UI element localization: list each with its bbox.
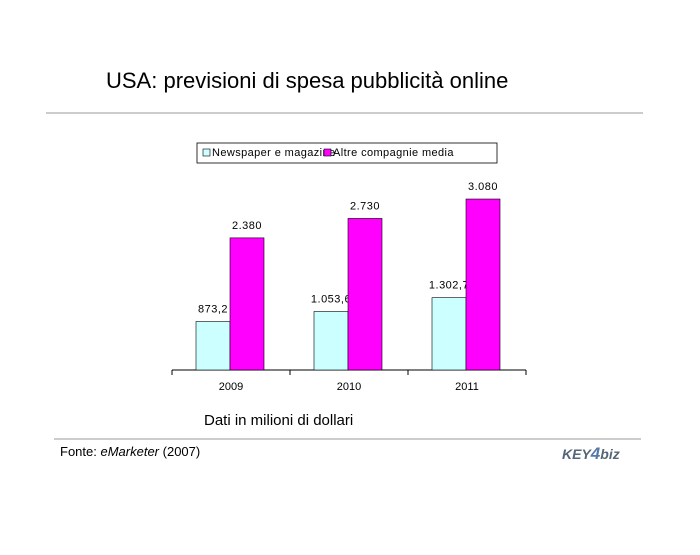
value-label: 3.080 [468,181,498,193]
bar [465,198,501,371]
bar [313,311,349,371]
source-year: (2007) [163,444,201,459]
bar [195,321,231,371]
legend-box [196,142,498,164]
bar [229,237,265,371]
value-label: 1.053,6 [311,293,351,305]
value-label: 873,2 [198,303,228,315]
logo-left: KEY [562,446,592,462]
slide-title: USA: previsioni di spesa pubblicità onli… [106,68,508,93]
logo: KEY4biz [562,444,620,463]
source: Fonte: eMarketer (2007) [60,444,200,459]
x-tick-label: 2011 [455,381,479,393]
x-tick-label: 2009 [219,381,243,393]
bar [347,218,383,371]
x-tick-label: 2010 [337,381,361,393]
source-name: eMarketer [100,444,159,459]
legend-label: Newspaper e magazine [212,147,336,159]
value-label: 2.730 [350,200,380,212]
legend-swatch [202,148,211,157]
logo-right: biz [600,446,619,462]
legend-label: Altre compagnie media [333,147,454,159]
value-label: 2.380 [232,220,262,232]
value-label: 1.302,7 [429,280,469,292]
note: Dati in milioni di dollari [204,412,353,429]
source-prefix: Fonte: [60,444,97,459]
bar [431,297,467,371]
legend-swatch [323,148,332,157]
logo-mid: 4 [590,444,601,463]
